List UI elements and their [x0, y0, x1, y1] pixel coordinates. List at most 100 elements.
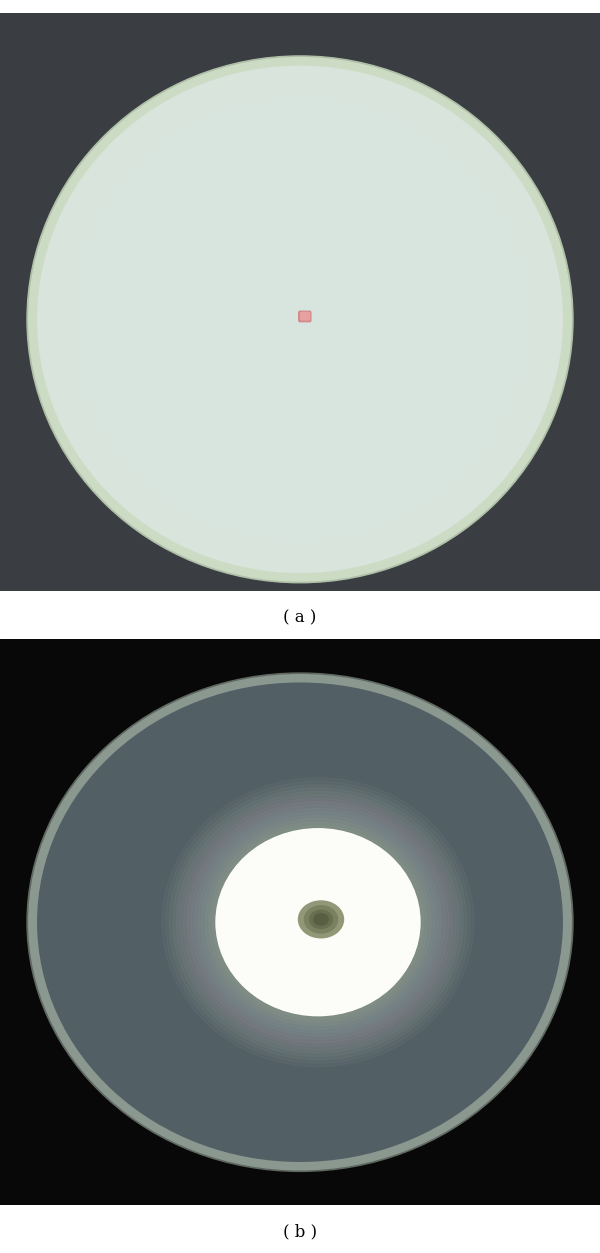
Ellipse shape: [85, 112, 515, 528]
Ellipse shape: [107, 746, 493, 1099]
Ellipse shape: [71, 713, 529, 1131]
Ellipse shape: [140, 165, 460, 474]
Ellipse shape: [298, 318, 302, 321]
Ellipse shape: [216, 828, 420, 1016]
Ellipse shape: [177, 200, 423, 439]
Ellipse shape: [314, 918, 322, 926]
Ellipse shape: [244, 855, 392, 990]
Ellipse shape: [38, 66, 562, 573]
Ellipse shape: [159, 793, 441, 1051]
Ellipse shape: [290, 897, 346, 947]
Ellipse shape: [199, 829, 401, 1015]
Ellipse shape: [208, 838, 392, 1006]
Ellipse shape: [311, 916, 325, 928]
Ellipse shape: [283, 303, 317, 336]
Ellipse shape: [54, 698, 546, 1146]
Ellipse shape: [77, 719, 523, 1125]
Ellipse shape: [248, 269, 352, 370]
Ellipse shape: [113, 752, 487, 1093]
Ellipse shape: [215, 238, 385, 401]
Ellipse shape: [292, 898, 344, 946]
Ellipse shape: [87, 728, 513, 1116]
Text: ( a ): ( a ): [283, 609, 317, 626]
Ellipse shape: [86, 113, 514, 525]
Ellipse shape: [145, 169, 455, 469]
Ellipse shape: [305, 910, 331, 935]
Ellipse shape: [254, 881, 346, 964]
Ellipse shape: [136, 773, 464, 1071]
Ellipse shape: [284, 304, 316, 335]
Ellipse shape: [112, 138, 488, 500]
Ellipse shape: [163, 797, 437, 1048]
Ellipse shape: [185, 208, 415, 431]
Ellipse shape: [316, 921, 320, 923]
Ellipse shape: [191, 214, 409, 425]
Ellipse shape: [289, 896, 347, 949]
Ellipse shape: [95, 122, 505, 516]
Ellipse shape: [139, 776, 461, 1069]
Ellipse shape: [206, 229, 394, 410]
Ellipse shape: [251, 272, 349, 367]
Ellipse shape: [224, 247, 376, 392]
Ellipse shape: [174, 198, 426, 441]
Ellipse shape: [269, 289, 331, 350]
Ellipse shape: [168, 192, 432, 447]
Ellipse shape: [195, 827, 405, 1017]
Ellipse shape: [91, 118, 509, 521]
Ellipse shape: [305, 906, 337, 933]
Ellipse shape: [260, 886, 340, 959]
Ellipse shape: [100, 741, 500, 1104]
Ellipse shape: [307, 912, 329, 932]
Ellipse shape: [197, 221, 403, 419]
Ellipse shape: [111, 137, 489, 502]
Ellipse shape: [257, 278, 343, 361]
Ellipse shape: [161, 185, 439, 452]
Ellipse shape: [267, 876, 369, 969]
Ellipse shape: [241, 851, 395, 994]
Ellipse shape: [27, 56, 573, 583]
Ellipse shape: [297, 316, 303, 322]
Ellipse shape: [71, 98, 529, 540]
Ellipse shape: [301, 906, 335, 938]
Ellipse shape: [252, 862, 385, 982]
Ellipse shape: [286, 893, 350, 951]
Ellipse shape: [202, 832, 398, 1012]
Ellipse shape: [146, 170, 454, 467]
Ellipse shape: [291, 311, 309, 328]
Ellipse shape: [242, 853, 394, 991]
Ellipse shape: [120, 145, 480, 492]
Ellipse shape: [120, 758, 480, 1086]
Ellipse shape: [122, 147, 478, 491]
Ellipse shape: [228, 857, 372, 987]
Ellipse shape: [61, 704, 539, 1140]
Ellipse shape: [194, 217, 406, 422]
Ellipse shape: [299, 906, 337, 938]
Ellipse shape: [29, 58, 571, 581]
Ellipse shape: [254, 274, 346, 363]
Ellipse shape: [256, 866, 380, 979]
Ellipse shape: [266, 287, 334, 352]
Ellipse shape: [259, 868, 377, 976]
Ellipse shape: [238, 866, 362, 979]
Ellipse shape: [235, 846, 401, 999]
Ellipse shape: [293, 900, 343, 945]
Ellipse shape: [143, 779, 457, 1065]
Ellipse shape: [292, 312, 308, 327]
Ellipse shape: [188, 821, 412, 1024]
Ellipse shape: [114, 140, 486, 499]
Ellipse shape: [275, 883, 361, 961]
Ellipse shape: [289, 895, 347, 950]
Ellipse shape: [163, 187, 437, 451]
Ellipse shape: [217, 829, 419, 1015]
Ellipse shape: [222, 834, 414, 1010]
Ellipse shape: [220, 242, 380, 396]
Ellipse shape: [29, 674, 571, 1170]
Ellipse shape: [277, 901, 323, 944]
Ellipse shape: [230, 842, 406, 1002]
Ellipse shape: [224, 836, 412, 1009]
Ellipse shape: [265, 873, 371, 971]
Ellipse shape: [80, 107, 520, 531]
Ellipse shape: [239, 851, 397, 994]
Ellipse shape: [280, 905, 320, 940]
Ellipse shape: [261, 870, 375, 975]
